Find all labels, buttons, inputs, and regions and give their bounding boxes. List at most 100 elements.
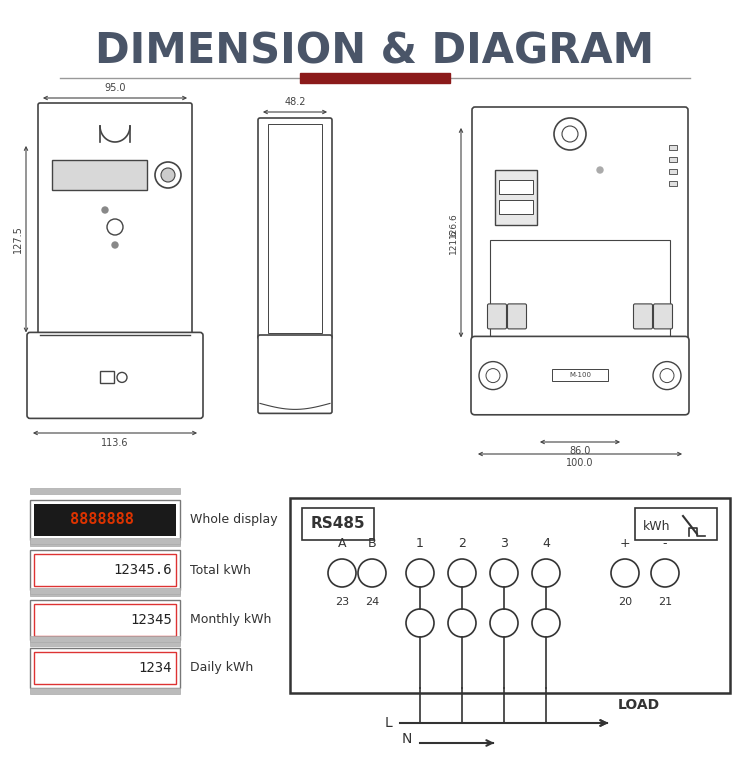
Text: 12345.6: 12345.6	[113, 563, 172, 577]
Circle shape	[328, 559, 356, 587]
Text: 24: 24	[364, 597, 379, 607]
Circle shape	[102, 207, 108, 213]
FancyBboxPatch shape	[634, 304, 652, 329]
Circle shape	[479, 361, 507, 390]
Circle shape	[597, 167, 603, 173]
Circle shape	[554, 118, 586, 150]
Bar	[490, 240, 670, 352]
Bar	[30, 688, 180, 694]
Bar	[669, 157, 677, 162]
Text: 21: 21	[658, 597, 672, 607]
Bar	[30, 540, 180, 546]
Bar	[30, 636, 180, 642]
Text: A: A	[338, 537, 346, 550]
Bar	[499, 180, 533, 194]
Bar	[30, 590, 180, 596]
Bar	[30, 500, 180, 540]
Circle shape	[117, 372, 127, 382]
Circle shape	[647, 307, 653, 313]
Text: Monthly kWh: Monthly kWh	[190, 614, 272, 627]
Text: 121.6: 121.6	[449, 228, 458, 254]
Text: B: B	[368, 537, 376, 550]
Bar	[290, 498, 730, 693]
Text: M-100: M-100	[569, 371, 591, 378]
Text: LOAD: LOAD	[618, 698, 660, 712]
Circle shape	[532, 609, 560, 637]
Text: 48.2: 48.2	[284, 97, 306, 107]
Bar	[52, 160, 147, 190]
Bar	[30, 538, 180, 544]
FancyBboxPatch shape	[488, 304, 506, 329]
Text: 95.0: 95.0	[104, 83, 126, 93]
Circle shape	[406, 609, 434, 637]
Bar	[30, 588, 180, 594]
Text: Daily kWh: Daily kWh	[190, 661, 254, 674]
Circle shape	[358, 559, 386, 587]
Text: 100.0: 100.0	[566, 458, 594, 468]
Text: 12345: 12345	[130, 613, 172, 627]
Bar	[30, 600, 180, 640]
Text: 3: 3	[500, 537, 508, 550]
Bar	[302, 508, 374, 540]
FancyBboxPatch shape	[38, 103, 192, 338]
Circle shape	[107, 219, 123, 235]
Circle shape	[507, 307, 513, 313]
Text: RS485: RS485	[310, 517, 365, 531]
Circle shape	[651, 559, 679, 587]
Text: N: N	[402, 732, 412, 746]
Text: 126.6: 126.6	[449, 211, 458, 238]
Circle shape	[611, 559, 639, 587]
Text: 4: 4	[542, 537, 550, 550]
FancyBboxPatch shape	[472, 107, 688, 344]
Bar	[669, 181, 677, 186]
Bar	[34, 652, 176, 684]
Circle shape	[490, 559, 518, 587]
FancyBboxPatch shape	[508, 304, 526, 329]
Circle shape	[490, 609, 518, 637]
Bar	[30, 640, 180, 646]
Circle shape	[112, 242, 118, 248]
Text: Total kWh: Total kWh	[190, 564, 250, 577]
FancyBboxPatch shape	[653, 304, 673, 329]
FancyBboxPatch shape	[258, 335, 332, 414]
Text: 23: 23	[335, 597, 349, 607]
Text: DIMENSION & DIAGRAM: DIMENSION & DIAGRAM	[95, 31, 655, 73]
Circle shape	[406, 559, 434, 587]
Text: 127.5: 127.5	[13, 225, 23, 253]
Circle shape	[155, 162, 181, 188]
Text: 1234: 1234	[139, 661, 172, 675]
Text: 113.6: 113.6	[101, 438, 129, 448]
Bar	[669, 145, 677, 150]
Bar	[30, 648, 180, 688]
Text: kWh: kWh	[644, 520, 670, 532]
Circle shape	[161, 168, 175, 182]
Text: +: +	[620, 537, 630, 550]
Text: Whole display: Whole display	[190, 514, 278, 527]
Bar	[635, 508, 717, 540]
Text: 86.0: 86.0	[569, 446, 591, 456]
Text: 1: 1	[416, 537, 424, 550]
Bar	[268, 124, 322, 333]
Circle shape	[448, 559, 476, 587]
Text: 2: 2	[458, 537, 466, 550]
Text: 8888888: 8888888	[70, 512, 134, 528]
Text: -: -	[663, 537, 668, 550]
Bar	[499, 200, 533, 214]
Text: L: L	[384, 716, 392, 730]
Text: 20: 20	[618, 597, 632, 607]
Bar	[34, 504, 176, 536]
FancyBboxPatch shape	[471, 336, 689, 414]
Bar	[552, 368, 608, 381]
FancyBboxPatch shape	[258, 118, 332, 339]
Circle shape	[448, 609, 476, 637]
FancyBboxPatch shape	[27, 332, 203, 418]
Circle shape	[653, 361, 681, 390]
Bar	[34, 604, 176, 636]
Bar	[30, 488, 180, 494]
Bar	[30, 550, 180, 590]
Bar	[300, 73, 450, 83]
Bar	[34, 554, 176, 586]
Bar	[100, 371, 114, 384]
Bar	[495, 170, 537, 225]
Circle shape	[532, 559, 560, 587]
